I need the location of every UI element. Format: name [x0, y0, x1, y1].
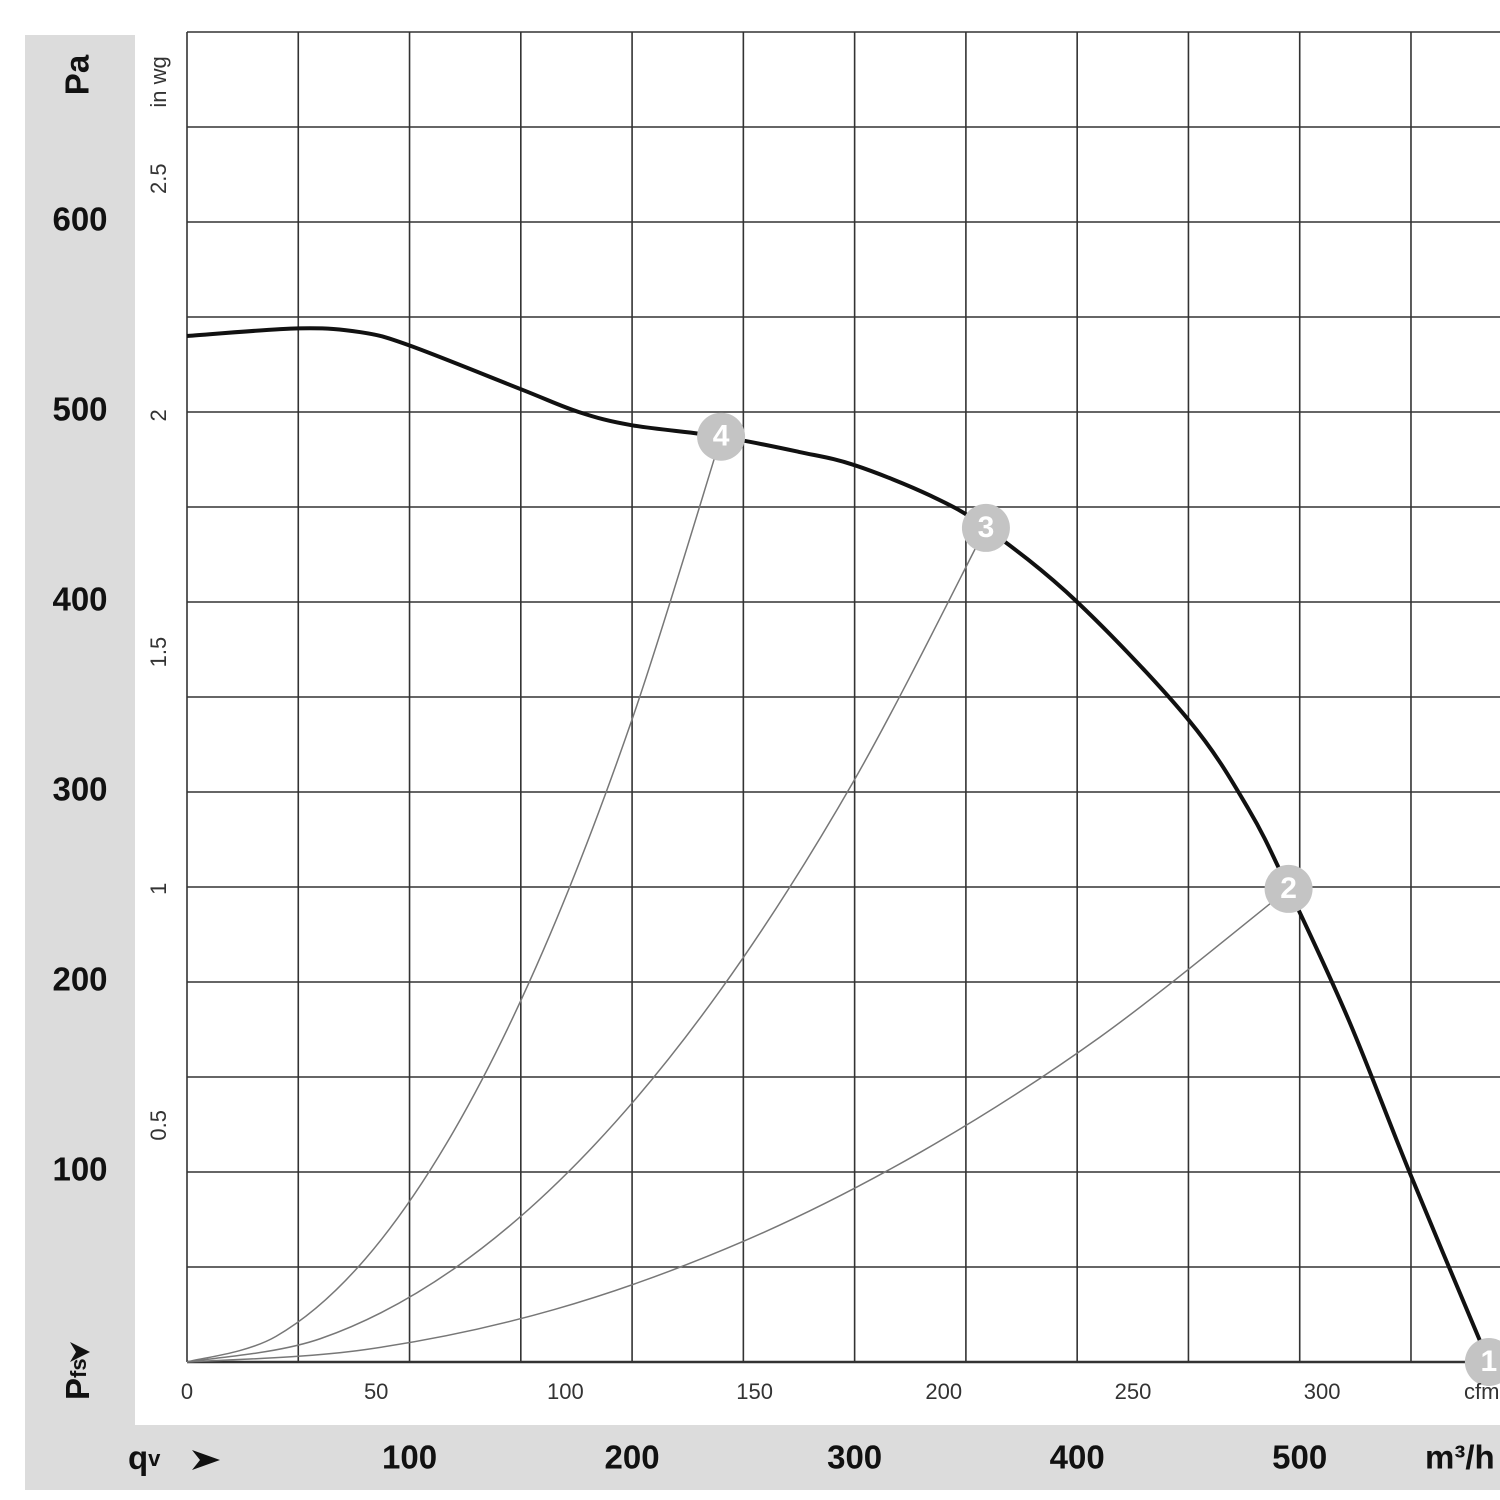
- x2-tick-label: 50: [364, 1379, 388, 1404]
- operating-point: [1464, 1338, 1500, 1386]
- x2-tick-label: 250: [1115, 1379, 1152, 1404]
- y-tick-label: 300: [52, 771, 107, 808]
- operating-point-label: 3: [978, 511, 995, 544]
- bottom-band: [25, 1425, 1500, 1490]
- y2-title: in wg: [146, 56, 171, 107]
- y2-tick-label: 1.5: [146, 637, 171, 668]
- system-curve: [186, 436, 722, 1363]
- y-symbol-main: P: [59, 1378, 96, 1400]
- operating-point: [697, 412, 746, 461]
- x2-tick-label: 150: [736, 1379, 773, 1404]
- x2-tick-label: 100: [547, 1379, 584, 1404]
- y-tick-label: 600: [52, 201, 107, 238]
- y2-tick-label: 2: [146, 409, 171, 421]
- x-symbol-sub: v: [148, 1446, 161, 1471]
- x-arrow: [192, 1450, 220, 1470]
- y-arrow: [70, 1342, 90, 1362]
- operating-point: [1264, 864, 1313, 913]
- x2-tick-label: 0: [181, 1379, 193, 1404]
- y-axis-symbol: Pfs: [59, 1358, 96, 1400]
- y2-tick-label: 2.5: [146, 163, 171, 194]
- fan-curve: [186, 326, 1491, 1363]
- system-curve: [186, 527, 987, 1363]
- y-tick-label: 200: [52, 961, 107, 998]
- x2-tick-label: 300: [1304, 1379, 1341, 1404]
- x2-unit: cfm: [1464, 1379, 1499, 1404]
- x-axis-symbol: qv: [128, 1439, 161, 1476]
- y-tick-label: 100: [52, 1151, 107, 1188]
- y-symbol-sub: fs: [66, 1358, 91, 1378]
- grid: [186, 31, 1500, 1364]
- y2-tick-label: 0.5: [146, 1110, 171, 1141]
- x-unit: m³/h: [1425, 1439, 1495, 1476]
- y-tick-label: 500: [52, 391, 107, 428]
- x-tick-label: 300: [827, 1439, 882, 1476]
- x-tick-label: 200: [605, 1439, 660, 1476]
- y-tick-label: 400: [52, 581, 107, 618]
- x-symbol-main: q: [128, 1439, 148, 1476]
- x-tick-label: 100: [382, 1439, 437, 1476]
- y2-tick-label: 1: [146, 883, 171, 895]
- operating-point-label: 1: [1481, 1345, 1498, 1378]
- x-tick-label: 400: [1050, 1439, 1105, 1476]
- plot: 4 3 2 1: [186, 326, 1500, 1386]
- left-band: [25, 35, 135, 1425]
- operating-point: [961, 503, 1010, 552]
- x2-tick-label: 200: [925, 1379, 962, 1404]
- system-curve: [186, 888, 1290, 1363]
- operating-point-label: 2: [1280, 872, 1297, 905]
- operating-point-label: 4: [713, 420, 730, 453]
- y-title: Pa: [59, 54, 96, 95]
- x-tick-label: 500: [1272, 1439, 1327, 1476]
